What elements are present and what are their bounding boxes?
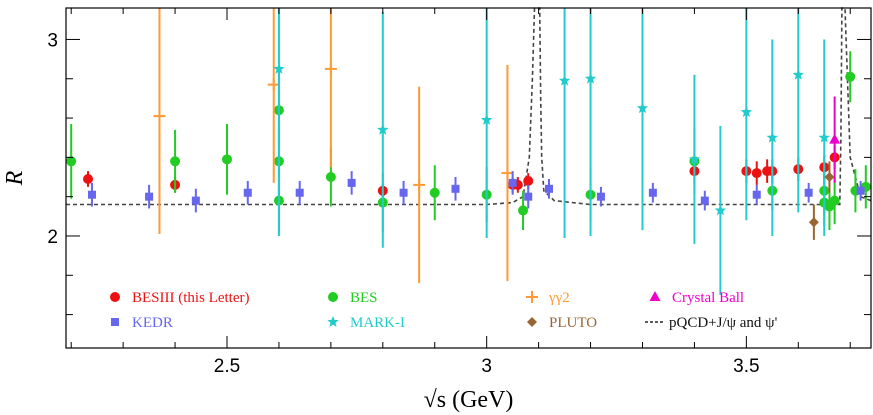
x-axis-title: √s (GeV) (424, 387, 514, 413)
theory-curve (66, 7, 872, 206)
legend-marker (327, 316, 339, 327)
legend-marker (526, 291, 538, 303)
kedr-point (648, 188, 657, 197)
kedr-point (399, 188, 408, 197)
legend-label: BESIII (this Letter) (132, 290, 249, 306)
x-tick-label: 3 (481, 356, 492, 377)
y-tick-label: 3 (47, 30, 58, 51)
pluto-point (808, 217, 819, 228)
mark-i-point (558, 74, 571, 86)
theory-curve-layer (66, 7, 872, 206)
kedr-point (596, 192, 605, 201)
y-axis-title: R (2, 170, 28, 186)
x-tick-label: 3.5 (733, 356, 759, 377)
bes-point (66, 156, 77, 167)
legend-label: γγ2 (548, 290, 570, 306)
kedr-point (451, 184, 460, 193)
legend-label: pQCD+J/ψ and ψ' (669, 315, 778, 331)
mark-i-point (480, 114, 493, 125)
besiii-this-letter-point (523, 175, 534, 186)
mark-i-point (688, 153, 701, 165)
kedr-point (508, 178, 517, 187)
2-point (267, 78, 280, 91)
legend-marker (328, 292, 338, 302)
kedr-point (347, 178, 356, 187)
2-point (153, 110, 166, 123)
y-tick-label: 2 (47, 227, 58, 248)
bes-point (518, 205, 529, 216)
kedr-point (295, 188, 304, 197)
legend: BESIII (this Letter) BES γγ2 Crystal Ball KE… (110, 290, 778, 331)
bes-point (170, 156, 181, 167)
data-points-layer (66, 8, 871, 295)
mark-i-point (818, 131, 830, 143)
kedr-point (524, 192, 533, 201)
kedr-point (752, 190, 761, 199)
mark-i-point (636, 102, 649, 114)
bes-point (429, 187, 440, 198)
2-point (413, 178, 426, 191)
kedr-point (191, 196, 200, 205)
kedr-point (804, 188, 813, 197)
legend-marker (527, 317, 537, 327)
legend-marker (649, 291, 661, 301)
legend-label: Crystal Ball (672, 290, 744, 306)
kedr-point (145, 192, 154, 201)
kedr-point (856, 186, 865, 195)
bes-point (845, 71, 856, 82)
bes-point (222, 154, 232, 165)
kedr-point (700, 196, 709, 205)
mark-i-point (714, 204, 727, 216)
mark-i-point (273, 62, 285, 74)
besiii-this-letter-point (83, 173, 94, 184)
mark-i-point (377, 123, 389, 135)
mark-i-point (740, 106, 753, 118)
kedr-point (87, 190, 96, 199)
legend-marker (110, 292, 120, 302)
plot-frame (65, 7, 872, 349)
legend-marker (111, 318, 119, 326)
kedr-point (545, 184, 553, 193)
bes-point (829, 195, 840, 206)
besiii-this-letter-point (751, 168, 762, 179)
crystal-ball-point (829, 133, 841, 144)
bes-point (325, 172, 336, 183)
kedr-point (243, 188, 252, 197)
legend-label: KEDR (132, 315, 173, 331)
pluto-point (824, 172, 835, 183)
mark-i-point (584, 72, 597, 84)
legend-label: MARK-I (350, 315, 405, 331)
mark-i-point (766, 131, 779, 143)
2-point (501, 167, 514, 180)
x-tick-label: 2.5 (214, 356, 240, 377)
legend-label: PLUTO (549, 315, 597, 331)
axis-ticks: 2.5 3 3.5 2 3 (47, 8, 871, 377)
2-point (324, 62, 337, 75)
legend-label: BES (350, 290, 378, 306)
mark-i-point (792, 68, 804, 80)
